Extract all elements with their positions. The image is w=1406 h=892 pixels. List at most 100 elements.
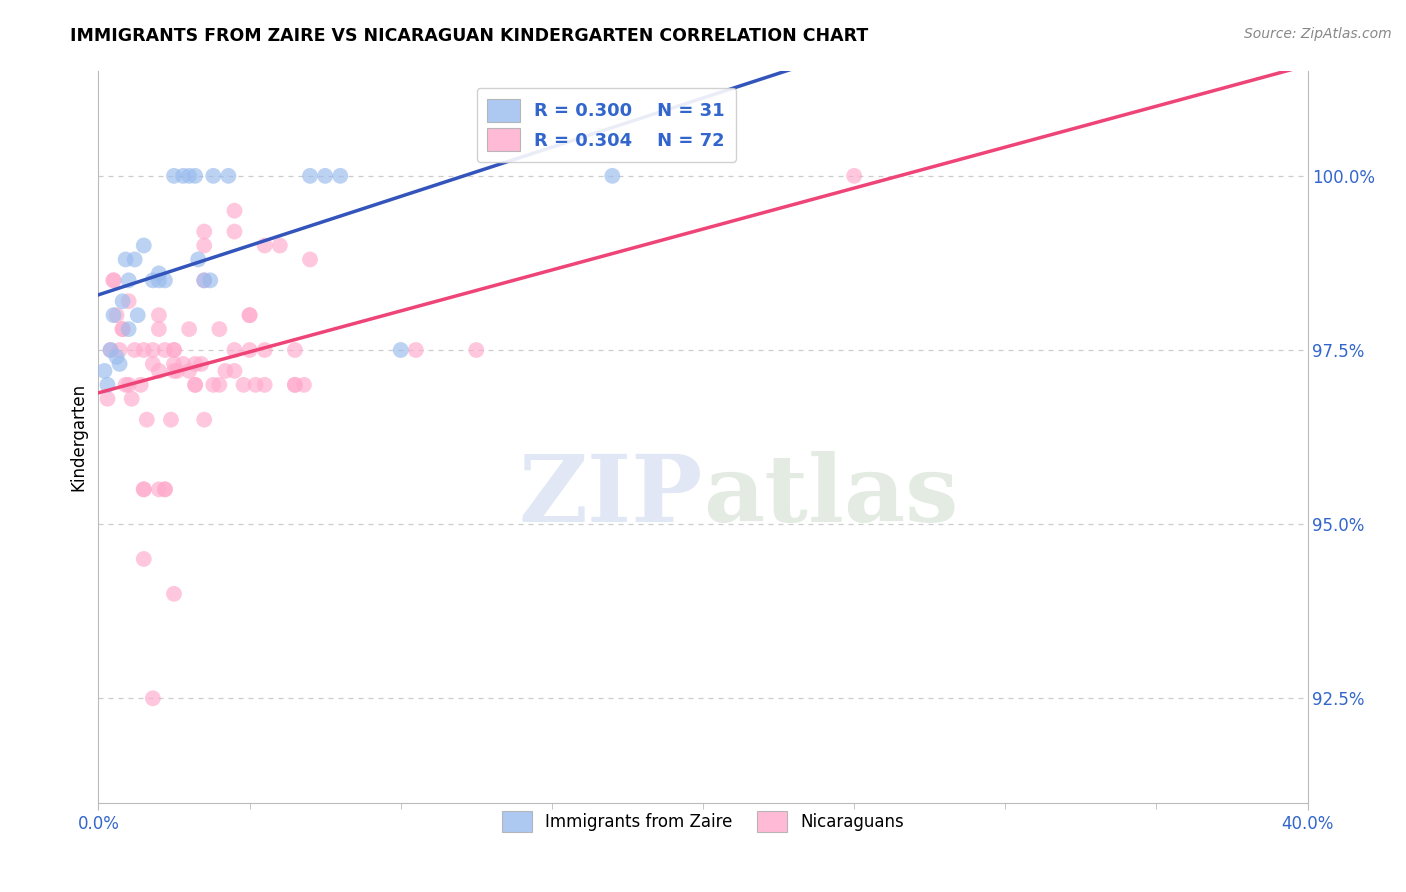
Point [132,552,155,566]
Point [118,294,141,309]
Point [179,364,201,378]
Point [132,483,155,497]
Point [153,273,176,287]
Point [148,483,170,497]
Point [184,169,207,183]
Point [129,377,152,392]
Point [208,322,231,336]
Point [142,273,165,287]
Point [214,364,236,378]
Point [93,364,115,378]
Point [103,273,125,287]
Point [163,587,186,601]
Point [224,225,246,239]
Point [108,357,131,371]
Point [163,364,186,378]
Point [163,343,186,357]
Point [239,343,262,357]
Point [465,343,488,357]
Text: ZIP: ZIP [519,450,703,541]
Point [114,377,136,392]
Point [329,169,352,183]
Point [284,343,307,357]
Point [217,169,239,183]
Point [202,377,225,392]
Point [179,169,201,183]
Point [148,308,170,322]
Point [111,322,134,336]
Point [160,412,183,426]
Point [602,169,624,183]
Point [132,483,155,497]
Point [105,350,128,364]
Point [121,392,143,406]
Point [202,169,225,183]
Point [103,273,125,287]
Point [100,343,122,357]
Point [153,483,176,497]
Point [148,266,170,280]
Text: Source: ZipAtlas.com: Source: ZipAtlas.com [1244,27,1392,41]
Point [111,294,134,309]
Point [284,377,307,392]
Point [187,252,209,267]
Y-axis label: Kindergarten: Kindergarten [69,383,87,491]
Point [253,377,276,392]
Point [124,252,146,267]
Point [103,308,125,322]
Text: atlas: atlas [703,450,959,541]
Point [108,343,131,357]
Point [142,343,165,357]
Point [96,377,118,392]
Point [299,169,322,183]
Point [224,203,246,218]
Point [153,343,176,357]
Point [299,252,322,267]
Point [284,377,307,392]
Point [208,377,231,392]
Point [105,308,128,322]
Point [148,322,170,336]
Point [193,238,215,252]
Point [184,357,207,371]
Point [200,273,222,287]
Legend: Immigrants from Zaire, Nicaraguans: Immigrants from Zaire, Nicaraguans [495,805,911,838]
Text: IMMIGRANTS FROM ZAIRE VS NICARAGUAN KINDERGARTEN CORRELATION CHART: IMMIGRANTS FROM ZAIRE VS NICARAGUAN KIND… [70,27,869,45]
Point [184,377,207,392]
Point [166,364,188,378]
Point [190,357,212,371]
Point [163,357,186,371]
Point [269,238,291,252]
Point [193,225,215,239]
Point [111,322,134,336]
Point [148,364,170,378]
Point [844,169,866,183]
Point [184,377,207,392]
Point [96,392,118,406]
Point [100,343,122,357]
Point [142,691,165,706]
Point [193,273,215,287]
Point [148,273,170,287]
Point [142,357,165,371]
Point [239,308,262,322]
Point [405,343,427,357]
Point [179,322,201,336]
Point [132,238,155,252]
Point [132,343,155,357]
Point [224,364,246,378]
Point [118,322,141,336]
Point [224,343,246,357]
Point [114,252,136,267]
Point [389,343,412,357]
Point [153,483,176,497]
Point [135,412,157,426]
Point [172,357,194,371]
Point [118,377,141,392]
Point [239,308,262,322]
Point [172,169,194,183]
Point [253,343,276,357]
Point [245,377,267,392]
Point [314,169,336,183]
Point [253,238,276,252]
